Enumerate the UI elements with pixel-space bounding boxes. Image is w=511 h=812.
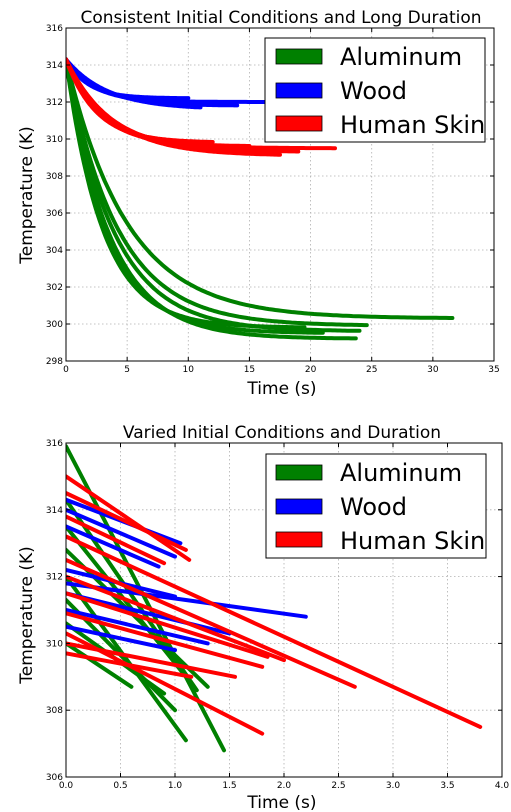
human-skin-line-4 — [66, 557, 357, 689]
x-tick-label: 0.5 — [113, 781, 127, 791]
chart-2: Varied Initial Conditions and Duration 0… — [17, 423, 509, 812]
chart-1-y-axis-label: Temperature (K) — [17, 126, 37, 265]
x-tick-label: 4.0 — [495, 781, 510, 791]
chart-2-legend-swatch-human-skin — [275, 531, 323, 548]
human-skin-line-10 — [66, 651, 194, 679]
wood-line-4 — [66, 581, 308, 619]
chart-2-x-axis-label: Time (s) — [246, 793, 316, 812]
aluminum-curve-4 — [66, 57, 325, 335]
y-tick-label: 308 — [46, 706, 63, 716]
chart-2-legend: Aluminum Wood Human Skin — [265, 453, 487, 559]
chart-2-legend-label-human-skin: Human Skin — [340, 527, 485, 555]
human-skin-line-5 — [66, 574, 286, 663]
human-skin-line-6 — [66, 591, 270, 659]
chart-2-plot-area — [66, 444, 483, 753]
aluminum-line-3 — [66, 547, 210, 689]
chart-1-legend-swatch-aluminum — [275, 48, 323, 65]
x-tick-label: 3.5 — [440, 781, 454, 791]
wood-curve-0 — [66, 57, 276, 104]
y-tick-label: 314 — [46, 506, 63, 516]
wood-line-2 — [66, 524, 161, 569]
y-tick-label: 308 — [46, 172, 63, 182]
x-tick-label: 20 — [305, 365, 317, 375]
y-tick-label: 310 — [46, 135, 63, 145]
y-tick-label: 306 — [46, 773, 63, 783]
x-tick-label: 1.0 — [168, 781, 183, 791]
chart-2-legend-label-aluminum: Aluminum — [340, 459, 462, 487]
x-tick-label: 2.5 — [331, 781, 345, 791]
aluminum-curve-0 — [66, 57, 455, 320]
y-tick-label: 314 — [46, 61, 63, 71]
x-tick-label: 15 — [244, 365, 255, 375]
chart-1-legend-label-aluminum: Aluminum — [340, 43, 462, 71]
human-skin-line-2 — [66, 514, 167, 566]
aluminum-curve-3 — [66, 57, 358, 341]
chart-2-legend-label-wood: Wood — [340, 493, 407, 521]
aluminum-curve-5 — [66, 57, 307, 330]
y-tick-label: 302 — [46, 283, 63, 293]
x-tick-label: 35 — [488, 365, 499, 375]
human-skin-line-1 — [66, 491, 188, 552]
y-tick-label: 312 — [46, 98, 63, 108]
y-tick-label: 310 — [46, 639, 63, 649]
chart-1-plot-area — [66, 57, 455, 341]
human-skin-curve-4 — [66, 57, 215, 144]
y-tick-label: 312 — [46, 573, 63, 583]
x-tick-label: 5 — [124, 365, 130, 375]
x-tick-label: 0.0 — [59, 781, 74, 791]
x-tick-label: 1.5 — [222, 781, 236, 791]
chart-1: Consistent Initial Conditions and Long D… — [17, 8, 500, 399]
chart-1-legend-swatch-human-skin — [275, 115, 323, 132]
wood-line-7 — [66, 624, 177, 653]
aluminum-curve-1 — [66, 57, 369, 328]
aluminum-curve-2 — [66, 57, 362, 333]
human-skin-line-3 — [66, 534, 483, 729]
human-skin-line-0 — [66, 474, 192, 562]
x-tick-label: 10 — [183, 365, 195, 375]
wood-curve-3 — [66, 57, 191, 101]
x-tick-label: 30 — [427, 365, 439, 375]
chart-1-legend-swatch-wood — [275, 82, 323, 99]
chart-2-y-axis-label: Temperature (K) — [17, 546, 37, 685]
chart-1-ticks: 0 5 10 15 20 25 30 35 298 300 302 304 306 308 310 312 31… — [46, 24, 500, 375]
human-skin-line-9 — [66, 641, 237, 679]
y-tick-label: 316 — [46, 24, 63, 34]
aluminum-line-1 — [66, 497, 199, 693]
chart-1-legend: Aluminum Wood Human Skin — [264, 37, 486, 143]
human-skin-curve-2 — [66, 57, 282, 157]
chart-2-legend-swatch-aluminum — [275, 464, 323, 481]
y-tick-label: 316 — [46, 439, 63, 449]
x-tick-label: 3.0 — [386, 781, 401, 791]
chart-1-frame — [65, 27, 495, 362]
wood-line-1 — [66, 507, 177, 559]
chart-2-legend-swatch-wood — [275, 498, 323, 515]
y-tick-label: 298 — [46, 357, 63, 367]
chart-2-title: Varied Initial Conditions and Duration — [123, 423, 441, 443]
chart-1-x-axis-label: Time (s) — [246, 379, 316, 399]
y-tick-label: 304 — [46, 246, 63, 256]
chart-1-legend-label-human-skin: Human Skin — [340, 111, 485, 139]
x-tick-label: 2.0 — [277, 781, 292, 791]
x-tick-label: 25 — [366, 365, 377, 375]
x-tick-label: 0 — [63, 365, 69, 375]
chart-2-ticks: 0.0 0.5 1.0 1.5 2.0 2.5 3.0 3.5 4.0 306 308 310 312 3… — [46, 439, 510, 791]
y-tick-label: 300 — [46, 320, 63, 330]
aluminum-line-7 — [66, 641, 134, 689]
human-skin-line-7 — [66, 611, 265, 669]
wood-curve-2 — [66, 57, 203, 110]
y-tick-label: 306 — [46, 209, 63, 219]
wood-line-6 — [66, 608, 210, 646]
chart-1-title: Consistent Initial Conditions and Long D… — [80, 8, 481, 28]
chart-1-legend-label-wood: Wood — [340, 77, 407, 105]
